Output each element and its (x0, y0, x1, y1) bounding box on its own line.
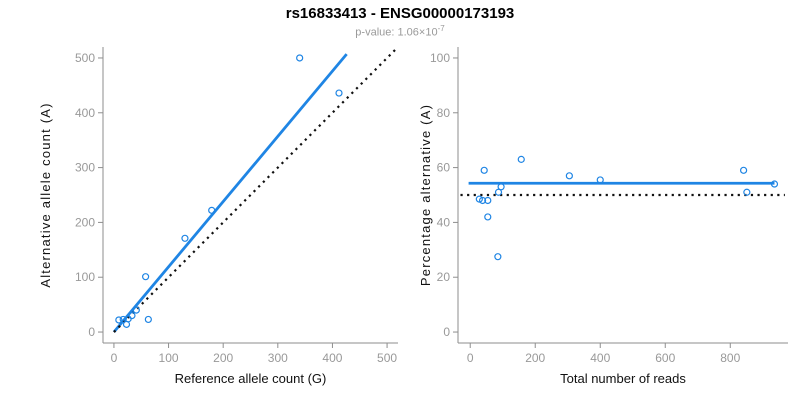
data-point (484, 213, 492, 221)
data-point (484, 196, 492, 205)
y-tick-label: 200 (75, 215, 95, 229)
x-tick-label: 800 (720, 351, 740, 365)
data-point (517, 155, 525, 163)
data-point (181, 234, 189, 242)
x-tick-label: 400 (322, 351, 342, 365)
y-tick-label: 300 (75, 161, 95, 175)
x-tick-label: 600 (655, 351, 675, 365)
x-axis-title: Total number of reads (560, 371, 686, 386)
data-point (494, 253, 502, 261)
x-tick-label: 100 (159, 351, 179, 365)
x-tick-label: 200 (525, 351, 545, 365)
data-point (115, 316, 123, 324)
data-point (335, 89, 343, 97)
y-tick-label: 0 (88, 325, 95, 339)
data-point (739, 166, 748, 174)
data-point (596, 176, 604, 184)
pvalue-subtitle: p-value: 1.06×10-7 (0, 24, 800, 39)
x-tick-label: 400 (590, 351, 610, 365)
y-tick-label: 20 (437, 270, 451, 284)
data-point (119, 315, 127, 324)
data-point (142, 273, 150, 281)
y-tick-label: 60 (437, 161, 451, 175)
x-axis-title: Reference allele count (G) (175, 371, 327, 386)
identity-line (113, 48, 397, 333)
regression-line (112, 53, 348, 333)
data-point (132, 306, 140, 314)
x-tick-label: 0 (111, 351, 118, 365)
allele-count-scatter: 0 100 200 300 400 500 0 100 200 300 400 500 Referenc… (38, 47, 398, 386)
y-axis-title: Percentage alternative (A) (418, 104, 433, 286)
y-tick-label: 100 (430, 51, 450, 65)
x-tick-label: 0 (467, 351, 474, 365)
data-point (565, 172, 573, 180)
data-point (144, 315, 152, 324)
data-point (497, 183, 505, 191)
data-point (478, 196, 487, 205)
data-point (208, 206, 216, 214)
x-tick-label: 500 (377, 351, 397, 365)
figure-header: rs16833413 - ENSG00000173193 p-value: 1.… (0, 0, 800, 39)
x-tick-label: 300 (268, 351, 288, 365)
x-tick-label: 200 (213, 351, 233, 365)
data-point (743, 188, 751, 196)
data-point (296, 54, 304, 62)
y-tick-label: 100 (75, 270, 95, 284)
y-tick-label: 40 (437, 215, 451, 229)
pvalue-exponent: -7 (437, 24, 445, 33)
data-point (770, 180, 779, 188)
data-point (128, 311, 136, 320)
figure-title: rs16833413 - ENSG00000173193 (285, 5, 515, 22)
y-tick-label: 500 (75, 51, 95, 65)
percentage-alternative-scatter: 0 200 400 600 800 0 20 40 60 80 100 Total number of… (418, 47, 788, 386)
y-tick-label: 0 (443, 325, 450, 339)
y-tick-label: 80 (437, 106, 451, 120)
data-point (480, 166, 488, 174)
y-tick-label: 400 (75, 106, 95, 120)
y-axis-title: Alternative allele count (A) (38, 102, 53, 287)
pvalue-text: p-value: 1.06×10 (355, 26, 438, 39)
data-point (475, 195, 483, 203)
